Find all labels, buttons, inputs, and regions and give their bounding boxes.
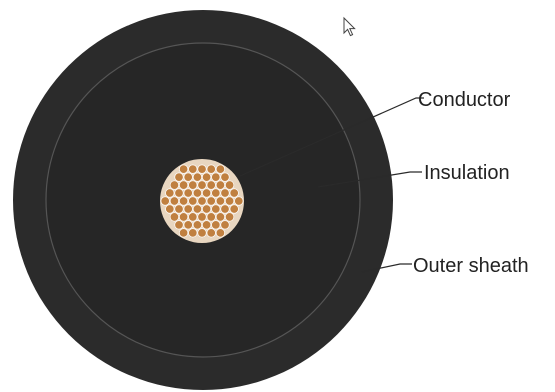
mouse-pointer-icon bbox=[343, 16, 356, 37]
conductor-strand bbox=[215, 180, 225, 190]
conductor-strand bbox=[197, 228, 207, 238]
conductor-strand bbox=[211, 188, 221, 198]
conductor-strand bbox=[206, 164, 216, 174]
conductor-strand bbox=[197, 164, 207, 174]
conductor-strand bbox=[197, 196, 207, 206]
conductor-strand bbox=[206, 196, 216, 206]
conductor-strand bbox=[202, 220, 212, 230]
conductor-strand bbox=[220, 220, 230, 230]
conductor-strand bbox=[188, 196, 198, 206]
insulation-label: Insulation bbox=[424, 162, 510, 184]
conductor-strand bbox=[174, 220, 184, 230]
conductor-strand bbox=[220, 204, 230, 214]
outer-sheath-label: Outer sheath bbox=[413, 255, 529, 277]
conductor-strand bbox=[211, 172, 221, 182]
conductor-strand bbox=[225, 212, 235, 222]
conductor-strand bbox=[234, 196, 244, 206]
conductor-strand bbox=[165, 188, 175, 198]
conductor-strand bbox=[183, 188, 193, 198]
conductor-strand bbox=[225, 180, 235, 190]
conductor-strand bbox=[179, 196, 189, 206]
conductor-label: Conductor bbox=[418, 89, 511, 111]
insulation-leader-line bbox=[317, 171, 422, 188]
conductor-strand bbox=[169, 180, 179, 190]
conductor-strand bbox=[202, 188, 212, 198]
conductor-strand bbox=[169, 196, 179, 206]
conductor-strand bbox=[169, 212, 179, 222]
conductor-strand bbox=[160, 196, 170, 206]
conductor-strand bbox=[192, 188, 202, 198]
outer-sheath-leader-line bbox=[361, 263, 412, 273]
conductor-strand bbox=[211, 204, 221, 214]
conductor-strand bbox=[192, 172, 202, 182]
conductor-strand bbox=[179, 164, 189, 174]
conductor-strand bbox=[197, 180, 207, 190]
conductor-strands bbox=[160, 164, 244, 238]
conductor-strand bbox=[165, 204, 175, 214]
conductor-strand bbox=[183, 172, 193, 182]
conductor-strand bbox=[174, 188, 184, 198]
conductor-strand bbox=[215, 196, 225, 206]
conductor-strand bbox=[211, 220, 221, 230]
conductor-strand bbox=[225, 196, 235, 206]
conductor-strand bbox=[192, 204, 202, 214]
conductor-strand bbox=[229, 204, 239, 214]
conductor-strand bbox=[183, 204, 193, 214]
conductor-strand bbox=[220, 188, 230, 198]
conductor-strand bbox=[206, 212, 216, 222]
conductor-strand bbox=[206, 180, 216, 190]
conductor-strand bbox=[202, 204, 212, 214]
conductor-strand bbox=[188, 228, 198, 238]
conductor-strand bbox=[174, 204, 184, 214]
conductor-strand bbox=[202, 172, 212, 182]
conductor-strand bbox=[188, 212, 198, 222]
conductor-strand bbox=[183, 220, 193, 230]
conductor-strand bbox=[179, 212, 189, 222]
conductor-strand bbox=[229, 188, 239, 198]
conductor-strand bbox=[174, 172, 184, 182]
conductor-strand bbox=[188, 180, 198, 190]
conductor-strand bbox=[215, 164, 225, 174]
conductor-leader-line bbox=[239, 97, 424, 177]
conductor-strand bbox=[192, 220, 202, 230]
conductor-strand bbox=[206, 228, 216, 238]
conductor-strand bbox=[215, 212, 225, 222]
conductor-strand bbox=[215, 228, 225, 238]
conductor-strand bbox=[188, 164, 198, 174]
conductor-strand bbox=[220, 172, 230, 182]
conductor-strand bbox=[179, 228, 189, 238]
conductor-strand bbox=[179, 180, 189, 190]
conductor-strand bbox=[197, 212, 207, 222]
